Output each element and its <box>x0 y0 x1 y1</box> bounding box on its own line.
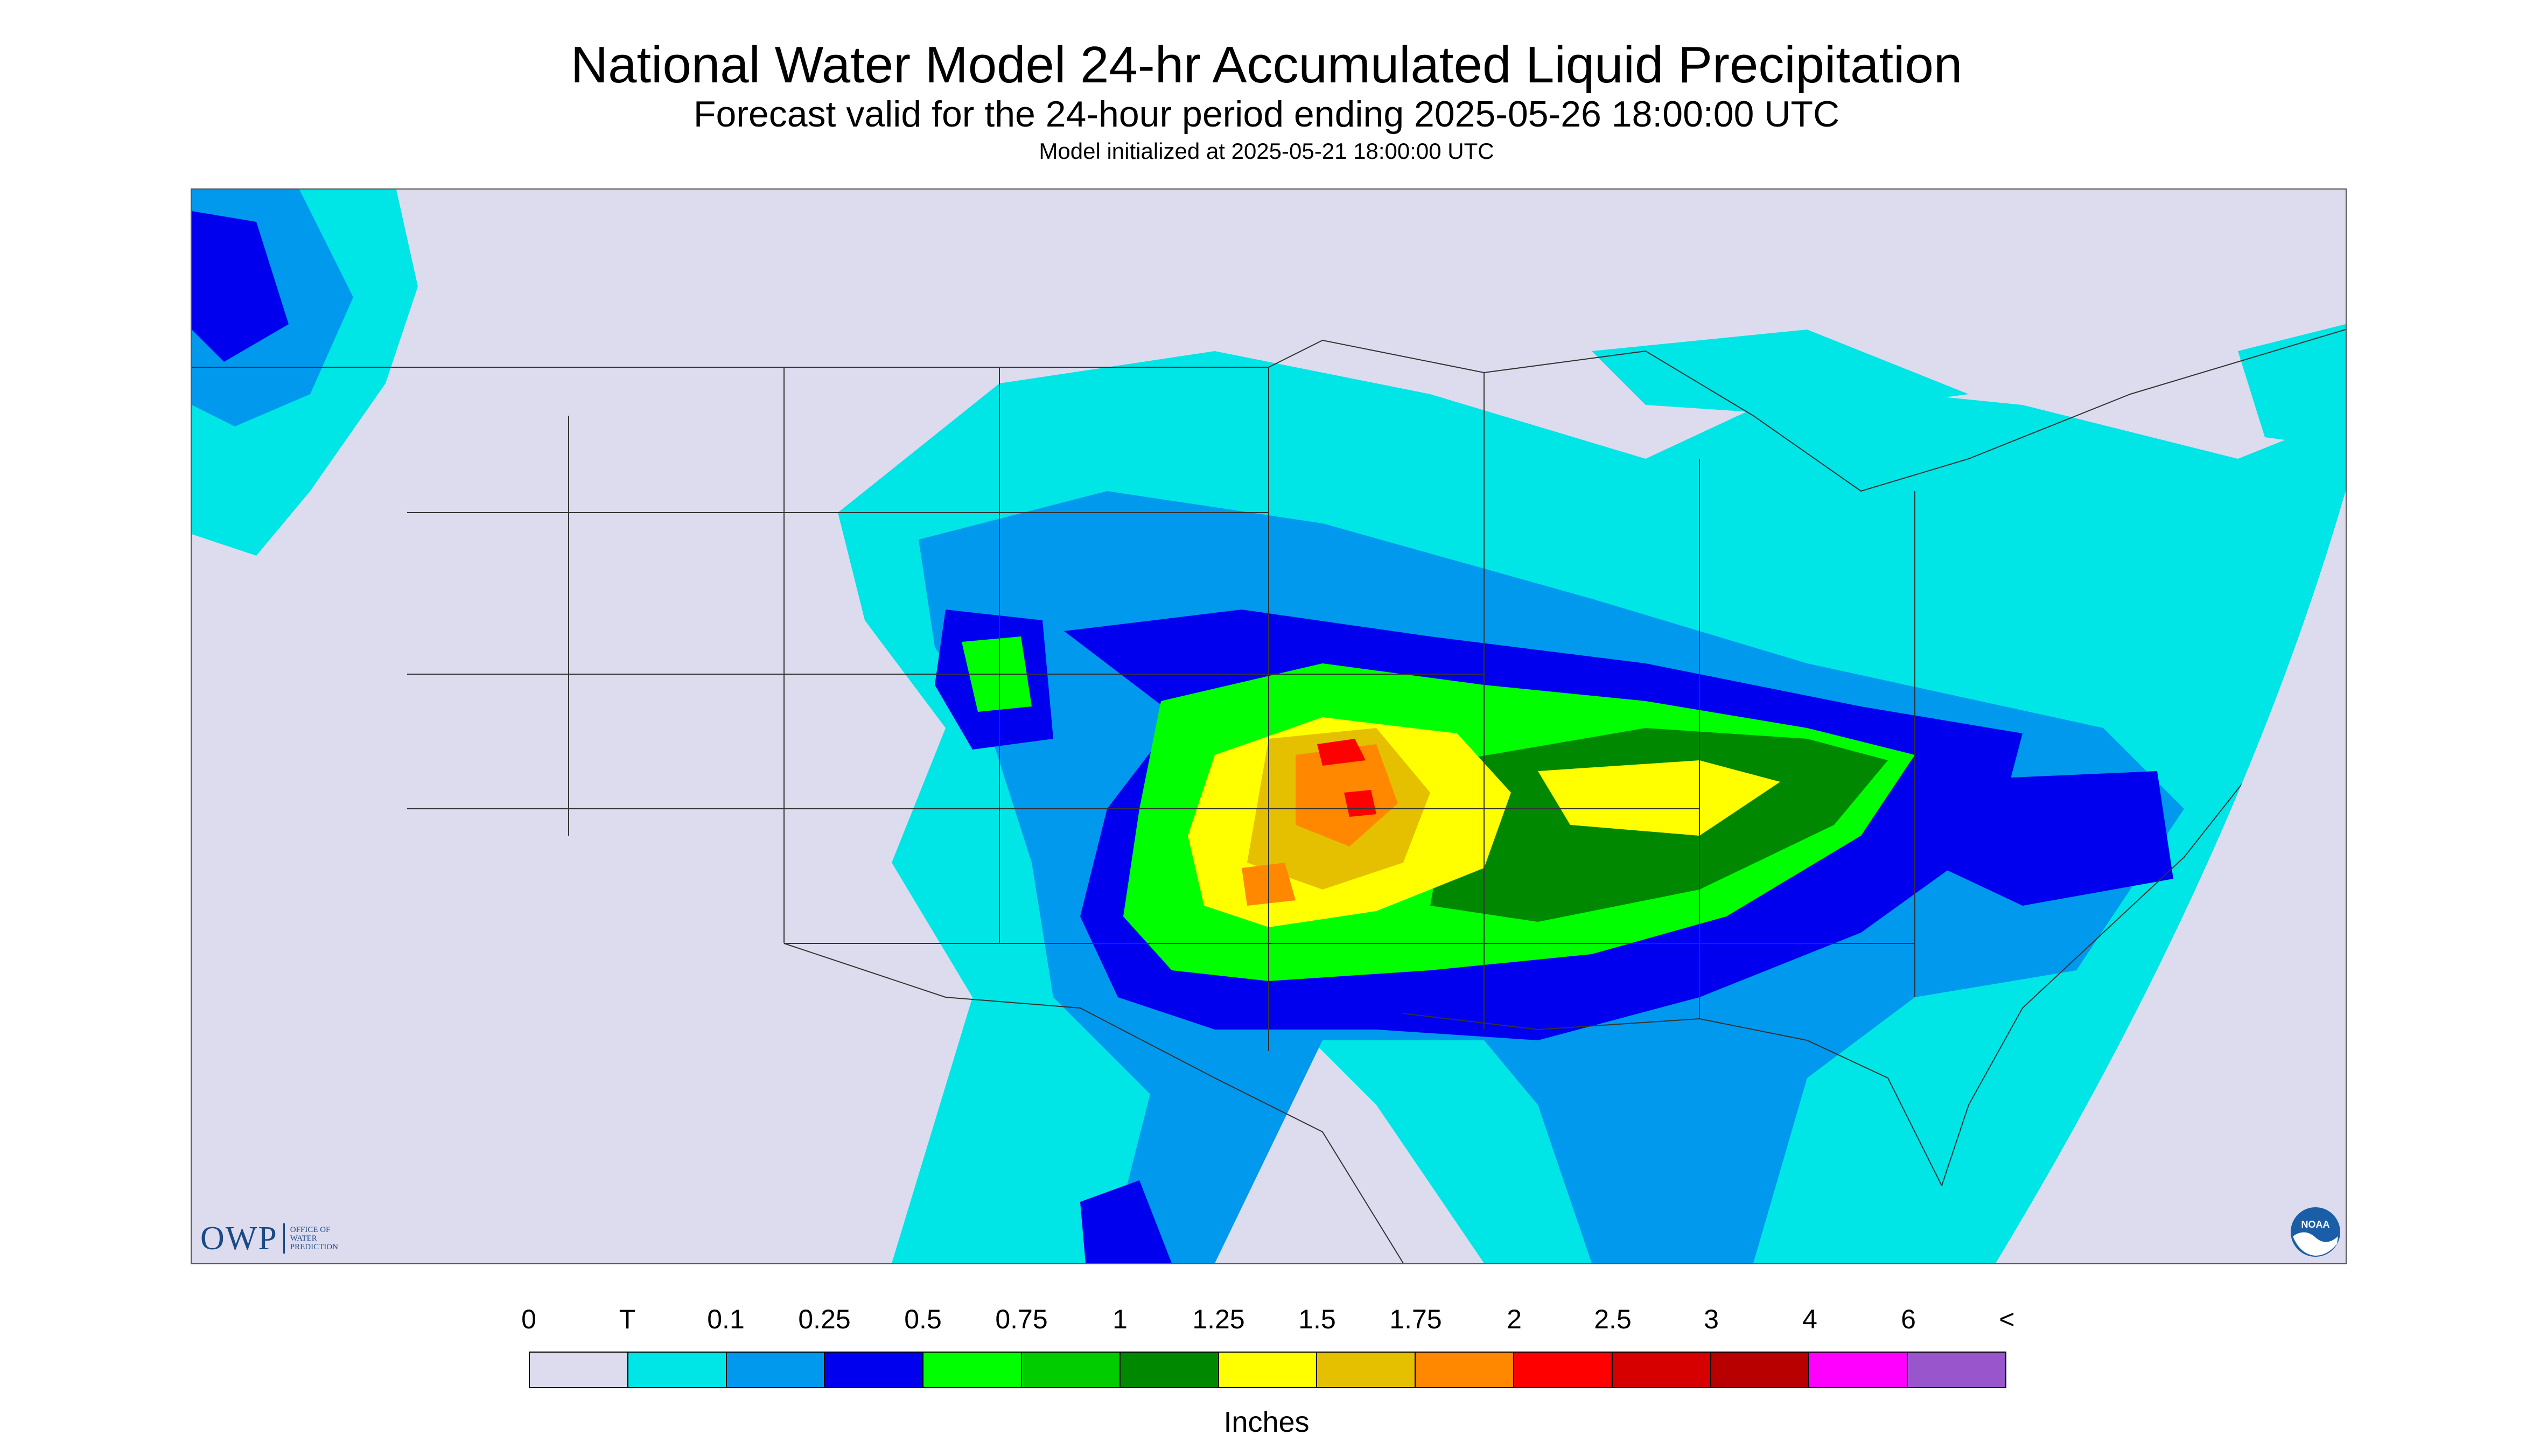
legend-tick-label: 1.75 <box>1389 1304 1442 1334</box>
legend-tick-label: 0.25 <box>798 1304 851 1334</box>
legend-tick-label: 1.25 <box>1192 1304 1245 1334</box>
legend-tick-label: 2.5 <box>1594 1304 1632 1334</box>
noaa-logo-text: NOAA <box>2301 1219 2330 1230</box>
legend-tick-label: 0.1 <box>707 1304 745 1334</box>
legend-swatch <box>1612 1353 1711 1387</box>
legend-swatch <box>923 1353 1022 1387</box>
legend-swatch <box>1219 1353 1318 1387</box>
legend-swatch <box>1317 1353 1416 1387</box>
map-canvas <box>192 190 2346 1263</box>
precip-2-layer <box>1317 739 1376 817</box>
legend-swatch <box>628 1353 727 1387</box>
legend-tick-label: 0.5 <box>904 1304 942 1334</box>
owp-logo: OWP OFFICE OF WATER PREDICTION <box>200 1220 338 1257</box>
legend-tick-label: 2 <box>1507 1304 1522 1334</box>
legend-swatch <box>825 1353 924 1387</box>
legend-tick-label: 0.75 <box>995 1304 1048 1334</box>
owp-logo-text: OWP <box>200 1220 278 1257</box>
legend-tick-label: 0 <box>521 1304 536 1334</box>
legend-tick-label: 3 <box>1704 1304 1719 1334</box>
outside-domain-west <box>192 566 472 1263</box>
legend-tick-label: 1.5 <box>1298 1304 1336 1334</box>
legend-tick-label: 1 <box>1112 1304 1128 1334</box>
legend-tick-label: 4 <box>1802 1304 1817 1334</box>
owp-logo-subtext: OFFICE OF WATER PREDICTION <box>290 1226 338 1251</box>
color-legend: 0 T 0.1 0.25 0.5 0.75 1 1.25 1.5 1.75 2 … <box>0 1303 2533 1448</box>
legend-swatch <box>1120 1353 1219 1387</box>
legend-swatch <box>1514 1353 1613 1387</box>
legend-tick-label: T <box>619 1304 636 1334</box>
noaa-logo-icon: NOAA <box>2291 1207 2340 1257</box>
legend-units: Inches <box>1223 1406 1310 1438</box>
legend-color-bar <box>529 1352 2006 1388</box>
legend-swatch <box>1416 1353 1514 1387</box>
owp-logo-divider <box>283 1223 285 1254</box>
political-borders <box>192 329 2346 1263</box>
legend-swatch <box>1021 1353 1121 1387</box>
legend-swatch <box>530 1353 628 1387</box>
map-title: National Water Model 24-hr Accumulated L… <box>570 36 1963 94</box>
legend-swatch <box>1711 1353 1810 1387</box>
precipitation-map <box>191 188 2347 1264</box>
outside-domain-east <box>1996 491 2346 1263</box>
legend-swatch <box>1908 1353 2005 1387</box>
legend-tick-label: < <box>1999 1304 2015 1334</box>
legend-tick-label: 6 <box>1901 1304 1916 1334</box>
map-subtitle: Forecast valid for the 24-hour period en… <box>693 94 1840 135</box>
model-init-time: Model initialized at 2025-05-21 18:00:00… <box>1039 138 1494 164</box>
legend-swatch <box>726 1353 825 1387</box>
legend-swatch <box>1809 1353 1908 1387</box>
